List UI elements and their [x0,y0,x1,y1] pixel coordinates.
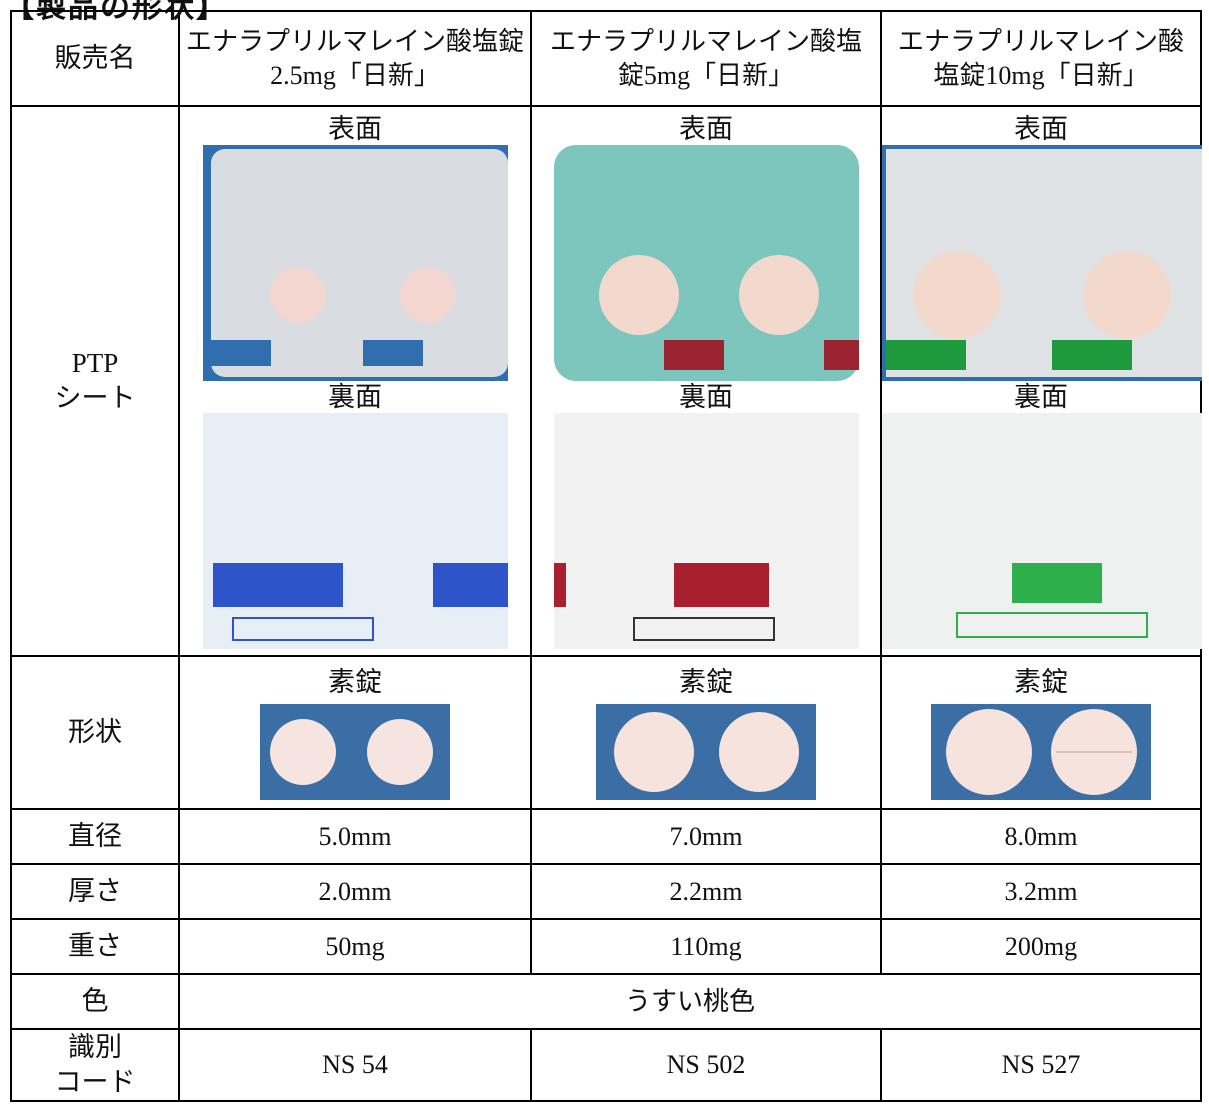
cell: 2.2mm [530,863,882,920]
cell: 直径 [10,808,180,865]
product-table: 販売名 エナラプリルマレイン酸塩錠2.5mg「日新」 エナラプリルマレイン酸塩錠… [10,10,1202,1103]
cell: 3.2mm [880,863,1202,920]
cell: エナラプリルマレイン酸塩錠5mg「日新」 [530,10,882,107]
cell: PTP シート [10,105,180,657]
cell: うすい桃色 [178,973,1202,1030]
front-label: 表面 [328,114,382,144]
cell: 8.0mm [880,808,1202,865]
ptp-back-image [202,413,508,649]
cell: 200mg [880,918,1202,975]
cell: NS 54 [178,1027,532,1103]
tablet-image [260,703,450,800]
ptp-front-image [882,145,1202,381]
label-line: シート [54,383,136,413]
cell: 販売名 [10,10,180,107]
cell: 表面 裏面 [880,105,1202,657]
code-row: 識別コード NS 54 NS 502 NS 527 [10,1027,1202,1103]
label-line: PTP [71,347,119,378]
cell: 110mg [530,918,882,975]
row: 厚さ 2.0mm 2.2mm 3.2mm [10,863,1202,920]
front-label: 表面 [1014,114,1068,144]
cell: 50mg [178,918,532,975]
shape-kind: 素錠 [679,666,733,697]
cell: 形状 [10,655,180,810]
row: 重さ 50mg 110mg 200mg [10,918,1202,975]
shape-kind: 素錠 [328,666,382,697]
cell: エナラプリルマレイン酸塩錠10mg「日新」 [880,10,1202,107]
back-label: 裏面 [328,382,382,412]
cell: NS 502 [530,1027,882,1103]
cell: NS 527 [880,1027,1202,1103]
ptp-back-image [553,413,859,649]
label-line: コード [54,1067,136,1098]
header-row: 販売名 エナラプリルマレイン酸塩錠2.5mg「日新」 エナラプリルマレイン酸塩錠… [10,10,1202,107]
ptp-front-image [202,145,508,381]
cell: エナラプリルマレイン酸塩錠2.5mg「日新」 [178,10,532,107]
cell: 素錠 [880,655,1202,810]
shape-row: 形状 素錠 素錠 素錠 [10,655,1202,810]
tablet-image [931,703,1151,800]
color-row: 色うすい桃色 [10,973,1202,1030]
tablet-image [596,703,816,800]
cell: 素錠 [530,655,882,810]
cell: 表面 裏面 [530,105,882,657]
cell: 識別 コード [10,1027,180,1103]
cell: 素錠 [178,655,532,810]
ptp-back-image [882,413,1202,649]
ptp-front-image [553,145,859,381]
cell: 5.0mm [178,808,532,865]
cell: 2.0mm [178,863,532,920]
cell: 色 [10,973,180,1030]
row: 直径 5.0mm 7.0mm 8.0mm [10,808,1202,865]
front-label: 表面 [679,114,733,144]
shape-kind: 素錠 [1014,666,1068,697]
cell: 7.0mm [530,808,882,865]
cell: 重さ [10,918,180,975]
label-line: 識別 [68,1032,122,1062]
back-label: 裏面 [679,382,733,412]
cell: 表面 裏面 [178,105,532,657]
back-label: 裏面 [1014,382,1068,412]
cell: 厚さ [10,863,180,920]
ptp-row: PTP シート 表面 裏面 表面 裏面 表面 裏面 [10,105,1202,657]
